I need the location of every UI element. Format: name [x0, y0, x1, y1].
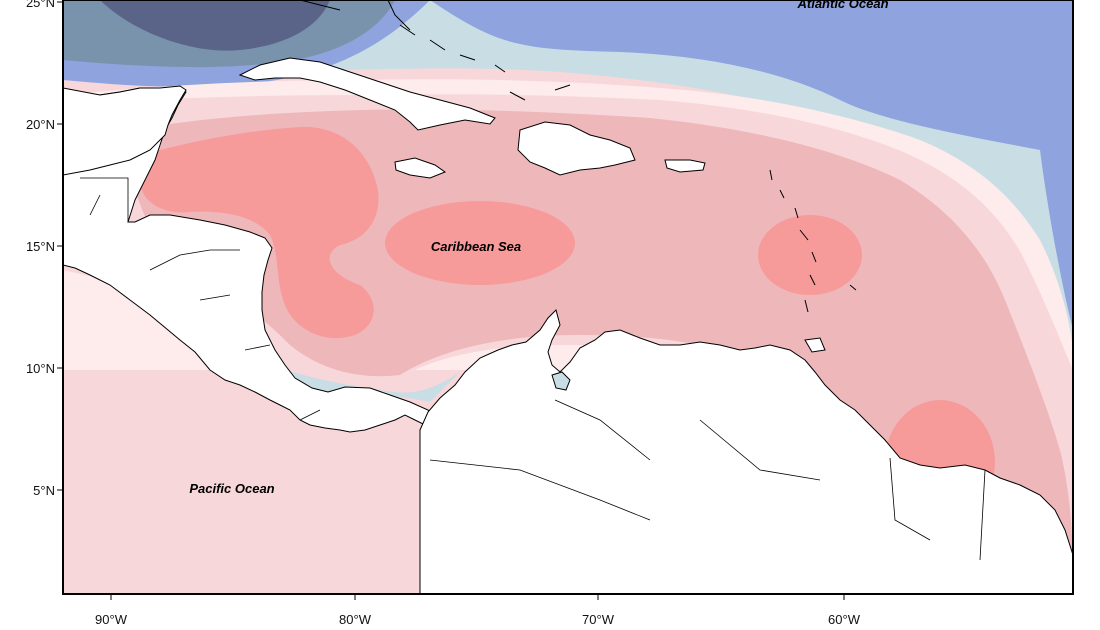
y-tick-label: 10°N [26, 361, 55, 376]
island-jamaica [394, 157, 447, 179]
zone-navy [100, 0, 330, 51]
y-tick-label: 25°N [26, 0, 55, 10]
hotspot-lesser-antilles [758, 215, 862, 295]
map-border [62, 0, 1074, 595]
lake-maracaibo [551, 371, 571, 391]
island-bahamas [399, 24, 571, 101]
y-tick-label: 20°N [26, 117, 55, 132]
hotspot-caribbean [385, 201, 575, 285]
x-tick-label: 60°W [828, 612, 861, 627]
island-cuba [238, 57, 496, 131]
x-tick-label: 90°W [95, 612, 128, 627]
y-tick-label: 5°N [33, 483, 55, 498]
zone-blue [63, 0, 1073, 330]
map-plot-area [63, 0, 1073, 594]
island-florida-keys [299, 0, 411, 31]
x-tick-label: 70°W [582, 612, 615, 627]
label-atlantic-ocean: Atlantic Ocean [796, 0, 888, 11]
x-axis: 90°W 80°W 70°W 60°W [95, 594, 861, 627]
island-trinidad [804, 337, 826, 353]
label-caribbean-sea: Caribbean Sea [431, 239, 521, 254]
hotspot-honduras [140, 126, 379, 339]
island-hispaniola [517, 121, 636, 176]
land-south-america [419, 309, 1073, 594]
land-mexico-yucatan [63, 85, 187, 176]
y-tick-label: 15°N [26, 239, 55, 254]
label-pacific-ocean: Pacific Ocean [189, 481, 274, 496]
zone-coastal-panama [285, 370, 460, 402]
island-lesser-antilles [769, 169, 857, 313]
borders [80, 177, 986, 561]
island-puerto-rico [664, 159, 706, 173]
y-axis: 25°N 20°N 15°N 10°N 5°N [26, 0, 63, 498]
x-tick-label: 80°W [339, 612, 372, 627]
